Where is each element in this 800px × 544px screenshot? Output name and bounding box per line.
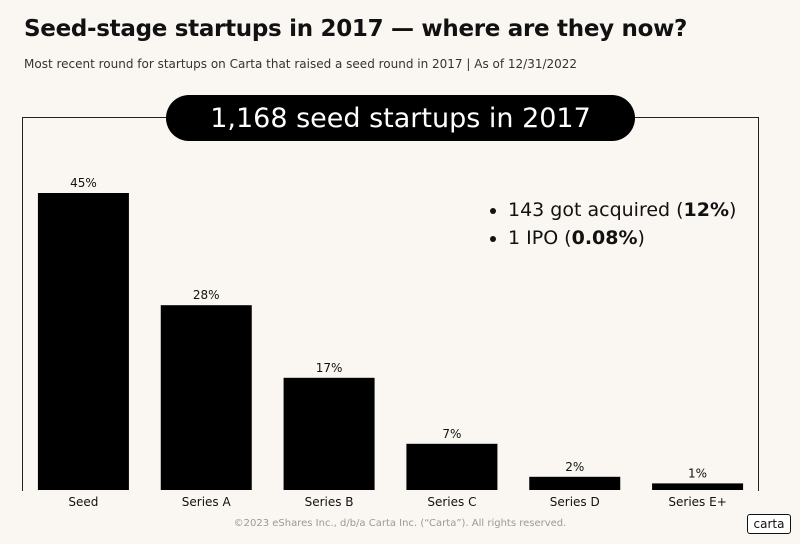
x-tick-series-c: Series C: [427, 495, 476, 509]
chart-subtitle: Most recent round for startups on Carta …: [24, 57, 578, 71]
callout-acquired-text: 143 got acquired (: [508, 199, 684, 221]
callout-ipo-tail: ): [637, 227, 645, 249]
carta-logo: carta: [747, 514, 791, 534]
total-banner: 1,168 seed startups in 2017: [166, 95, 635, 141]
data-label-series-b: 17%: [316, 361, 343, 375]
callout-ipo-text: 1 IPO (: [508, 227, 572, 249]
x-tick-series-d: Series D: [550, 495, 600, 509]
bar-series-c: [406, 443, 498, 490]
callout-acquired-pct: 12%: [683, 199, 730, 221]
callout-acquired: 143 got acquired (12%): [508, 196, 736, 224]
chart-title: Seed-stage startups in 2017 — where are …: [24, 16, 688, 42]
bar-series-d: [529, 476, 621, 490]
callout-acquired-tail: ): [729, 199, 737, 221]
data-label-series-e: 1%: [688, 466, 707, 480]
bar-series-a: [160, 305, 252, 490]
data-label-series-d: 2%: [565, 460, 584, 474]
bar-seed: [37, 193, 129, 490]
callout-ipo-pct: 0.08%: [571, 227, 638, 249]
data-label-series-a: 28%: [193, 288, 220, 302]
data-label-seed: 45%: [70, 176, 97, 190]
copyright-footer: ©2023 eShares Inc., d/b/a Carta Inc. (“C…: [233, 518, 567, 529]
callout-ipo: 1 IPO (0.08%): [508, 224, 736, 252]
x-tick-series-a: Series A: [182, 495, 232, 509]
x-tick-seed: Seed: [68, 495, 98, 509]
callout-list: 143 got acquired (12%) 1 IPO (0.08%): [490, 196, 736, 252]
bar-series-e: [652, 483, 744, 490]
x-tick-series-e: Series E+: [668, 495, 726, 509]
data-label-series-c: 7%: [442, 427, 461, 441]
bar-series-b: [283, 377, 375, 490]
x-tick-series-b: Series B: [305, 495, 354, 509]
